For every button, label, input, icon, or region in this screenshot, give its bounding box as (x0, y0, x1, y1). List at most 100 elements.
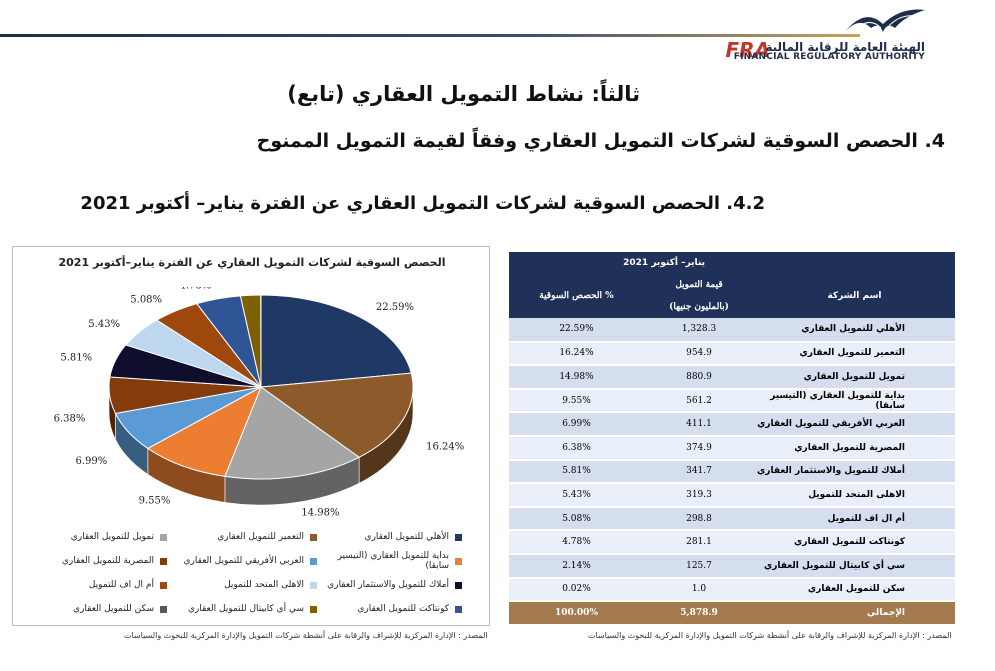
cell-value: 880.9 (644, 365, 754, 390)
top-banner (0, 0, 995, 36)
subsection-heading: 4.2. الحصص السوقية لشركات التمويل العقار… (80, 193, 765, 214)
cell-company-name: التعمير للتمويل العقاري (754, 341, 955, 367)
col-header-value: قيمة التمويل (644, 274, 754, 296)
section-heading: 4. الحصص السوقية لشركات التمويل العقاري … (256, 130, 945, 152)
chart-source-note: المصدر : الإدارة المركزية للإشراف والرقا… (124, 631, 488, 640)
table-row: 14.98% 880.9 تمويل للتمويل العقاري (509, 365, 955, 390)
cell-company-name: أملاك للتمويل والاستثمار العقاري (754, 459, 955, 485)
table-row: 5.81% 341.7 أملاك للتمويل والاستثمار العقا… (509, 459, 955, 485)
cell-company-name: المصرية للتمويل العقاري (754, 435, 955, 461)
pie-data-label: 5.81% (60, 352, 92, 363)
legend-label: سكن للتمويل العقاري (73, 604, 154, 614)
pie-data-label: 2.14% (217, 287, 249, 288)
legend-item: المصرية للتمويل العقاري (17, 554, 167, 568)
legend-swatch (455, 605, 462, 613)
legend-swatch (310, 533, 317, 541)
cell-share: 0.02% (509, 577, 644, 603)
market-share-table: يناير– أكتوبر 2021 الحصص السوقية % قيمة … (509, 252, 955, 626)
cell-value: 374.9 (644, 435, 754, 461)
table-body: 22.59% 1,328.3 الأهلي للتمويل العقاري 16.24… (509, 318, 955, 626)
pie-data-label: 9.55% (139, 495, 171, 506)
pie-data-label: 6.38% (54, 414, 86, 425)
table-row: 0.02% 1.0 سكن للتمويل العقاري (509, 577, 955, 603)
cell-total-share: 100.00% (509, 601, 644, 626)
legend-item: الأهلي للتمويل العقاري (312, 530, 462, 544)
cell-company-name: الاهلى المتحد للتمويل (754, 483, 955, 508)
cell-share: 5.81% (509, 459, 644, 485)
legend-swatch (310, 581, 317, 589)
pie-data-label: 4.78% (179, 287, 211, 292)
table-total-row: 100.00% 5,878.9 الإجمالي (509, 601, 955, 626)
cell-company-name: العربي الأفريقي للتمويل العقاري (754, 412, 955, 437)
cell-share: 5.08% (509, 506, 644, 532)
legend-swatch (160, 557, 167, 565)
table-row: 5.43% 319.3 الاهلى المتحد للتمويل (509, 483, 955, 508)
legend-item: كونتاكت للتمويل العقاري (312, 602, 462, 616)
table-row: 22.59% 1,328.3 الأهلي للتمويل العقاري (509, 318, 955, 343)
legend-item: الاهلى المتحد للتمويل (167, 578, 317, 592)
cell-share: 16.24% (509, 341, 644, 367)
chart-title: الحصص السوقية لشركات التمويل العقاري عن … (58, 256, 446, 269)
cell-share: 6.38% (509, 435, 644, 461)
legend-item: بداية للتمويل العقاري (التيسير سابقا) (312, 551, 462, 571)
cell-value: 341.7 (644, 459, 754, 485)
pie-data-label: 5.08% (130, 295, 162, 306)
legend-swatch (160, 533, 167, 541)
table-row: 2.14% 125.7 سي أي كابيتال للتمويل العقاري (509, 553, 955, 579)
cell-company-name: سي أي كابيتال للتمويل العقاري (754, 553, 955, 579)
legend-swatch (455, 557, 462, 565)
pie-slice (259, 372, 414, 458)
cell-total-value: 5,878.9 (644, 601, 754, 626)
legend-swatch (310, 605, 317, 613)
legend-label: أملاك للتمويل والاستثمار العقاري (327, 580, 449, 590)
authority-arabic-name: الهيئة العامة للرقابة المالية (765, 40, 925, 54)
table-row: 4.78% 281.1 كونتاكت للتمويل العقاري (509, 530, 955, 555)
col-header-name: اسم الشركة (754, 274, 955, 318)
table-row: 6.99% 411.1 العربي الأفريقي للتمويل العقار… (509, 412, 955, 437)
table-period-header: يناير– أكتوبر 2021 (509, 252, 955, 274)
col-header-share: الحصص السوقية % (509, 274, 644, 318)
legend-label: الاهلى المتحد للتمويل (224, 580, 304, 590)
legend-label: العربي الأفريقي للتمويل العقاري (183, 556, 304, 566)
page-title: ثالثاً: نشاط التمويل العقاري (تابع) (287, 82, 640, 106)
cell-share: 14.98% (509, 365, 644, 390)
legend-swatch (310, 557, 317, 565)
cell-share: 6.99% (509, 412, 644, 437)
cell-company-name: أم ال اف للتمويل (754, 506, 955, 532)
fra-mark: FRA (725, 38, 770, 62)
pie-data-label: 6.99% (75, 456, 107, 467)
cell-value: 561.2 (644, 388, 754, 414)
legend-item: سكن للتمويل العقاري (17, 602, 167, 616)
cell-value: 125.7 (644, 553, 754, 579)
cell-value: 1.0 (644, 577, 754, 603)
legend-item: التعمير للتمويل العقاري (167, 530, 317, 544)
legend-item: أملاك للتمويل والاستثمار العقاري (312, 578, 462, 592)
legend-label: كونتاكت للتمويل العقاري (357, 604, 449, 614)
cell-value: 298.8 (644, 506, 754, 532)
cell-company-name: كونتاكت للتمويل العقاري (754, 530, 955, 555)
pie-data-label: 5.43% (88, 319, 120, 330)
cell-value: 319.3 (644, 483, 754, 508)
cell-company-name: سكن للتمويل العقاري (754, 577, 955, 603)
legend-label: سي أي كابيتال للتمويل العقاري (187, 604, 304, 614)
pie-slice (260, 294, 412, 388)
pie-chart-panel: الحصص السوقية لشركات التمويل العقاري عن … (12, 246, 490, 626)
cell-share: 5.43% (509, 483, 644, 508)
cell-value: 411.1 (644, 412, 754, 437)
legend-swatch (455, 581, 462, 589)
table-row: 9.55% 561.2 بداية للتمويل العقاري (التيسير… (509, 388, 955, 414)
legend-label: التعمير للتمويل العقاري (217, 532, 304, 542)
legend-label: المصرية للتمويل العقاري (61, 556, 154, 566)
cell-company-name: الأهلي للتمويل العقاري (754, 318, 955, 343)
col-header-value-unit: (بالمليون جنيها) (644, 296, 754, 318)
legend-item: العربي الأفريقي للتمويل العقاري (167, 554, 317, 568)
cell-share: 9.55% (509, 388, 644, 414)
cell-share: 4.78% (509, 530, 644, 555)
cell-company-name: تمويل للتمويل العقاري (754, 365, 955, 390)
pie-slice (146, 385, 262, 477)
pie-data-label: 14.98% (301, 508, 339, 519)
legend-swatch (160, 581, 167, 589)
pie-data-label: 16.24% (426, 441, 464, 452)
legend-item: أم ال اف للتمويل (17, 578, 167, 592)
legend-label: بداية للتمويل العقاري (التيسير سابقا) (337, 551, 449, 571)
